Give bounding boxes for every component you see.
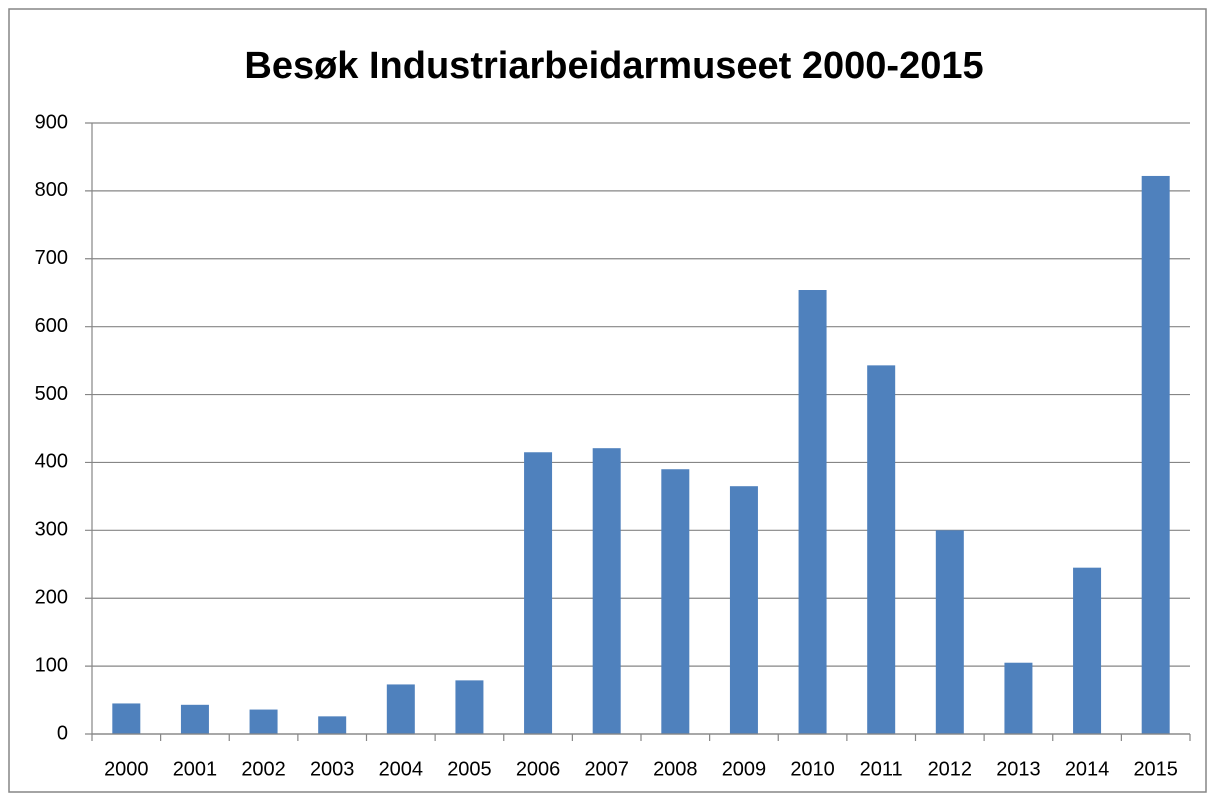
bar [455,680,484,734]
bar [592,448,621,734]
x-tick-label: 2004 [379,758,424,780]
bar [935,530,964,734]
x-tick-label: 2009 [722,758,767,780]
bar [249,709,278,734]
x-tick-label: 2012 [928,758,973,780]
bar [661,469,690,734]
y-tick-label: 200 [35,587,68,609]
bar [798,290,827,734]
y-tick-label: 700 [35,247,68,269]
y-tick-label: 0 [57,722,68,744]
bar [386,684,415,734]
y-tick-label: 300 [35,519,68,541]
bar [1141,175,1170,734]
x-tick-label: 2001 [173,758,218,780]
bar [318,716,347,734]
x-tick-label: 2010 [790,758,835,780]
y-tick-label: 800 [35,179,68,201]
x-tick-label: 2008 [653,758,698,780]
bar [1004,662,1033,734]
bar [1073,567,1102,734]
x-tick-label: 2014 [1065,758,1110,780]
x-tick-label: 2015 [1133,758,1178,780]
y-tick-label: 900 [35,111,68,133]
x-tick-label: 2007 [584,758,629,780]
y-tick-label: 600 [35,315,68,337]
bar [729,486,758,734]
bar [180,704,209,734]
bar [867,365,896,734]
y-tick-label: 100 [35,654,68,676]
x-tick-label: 2013 [996,758,1041,780]
y-tick-label: 400 [35,451,68,473]
x-tick-label: 2005 [447,758,492,780]
x-tick-label: 2011 [860,758,903,780]
x-tick-label: 2002 [241,758,286,780]
x-tick-label: 2000 [104,758,149,780]
y-tick-label: 500 [35,383,68,405]
x-tick-label: 2003 [310,758,355,780]
bar [524,452,553,734]
bar [112,703,141,734]
x-tick-label: 2006 [516,758,561,780]
chart-title: Besøk Industriarbeidarmuseet 2000-2015 [244,45,983,87]
